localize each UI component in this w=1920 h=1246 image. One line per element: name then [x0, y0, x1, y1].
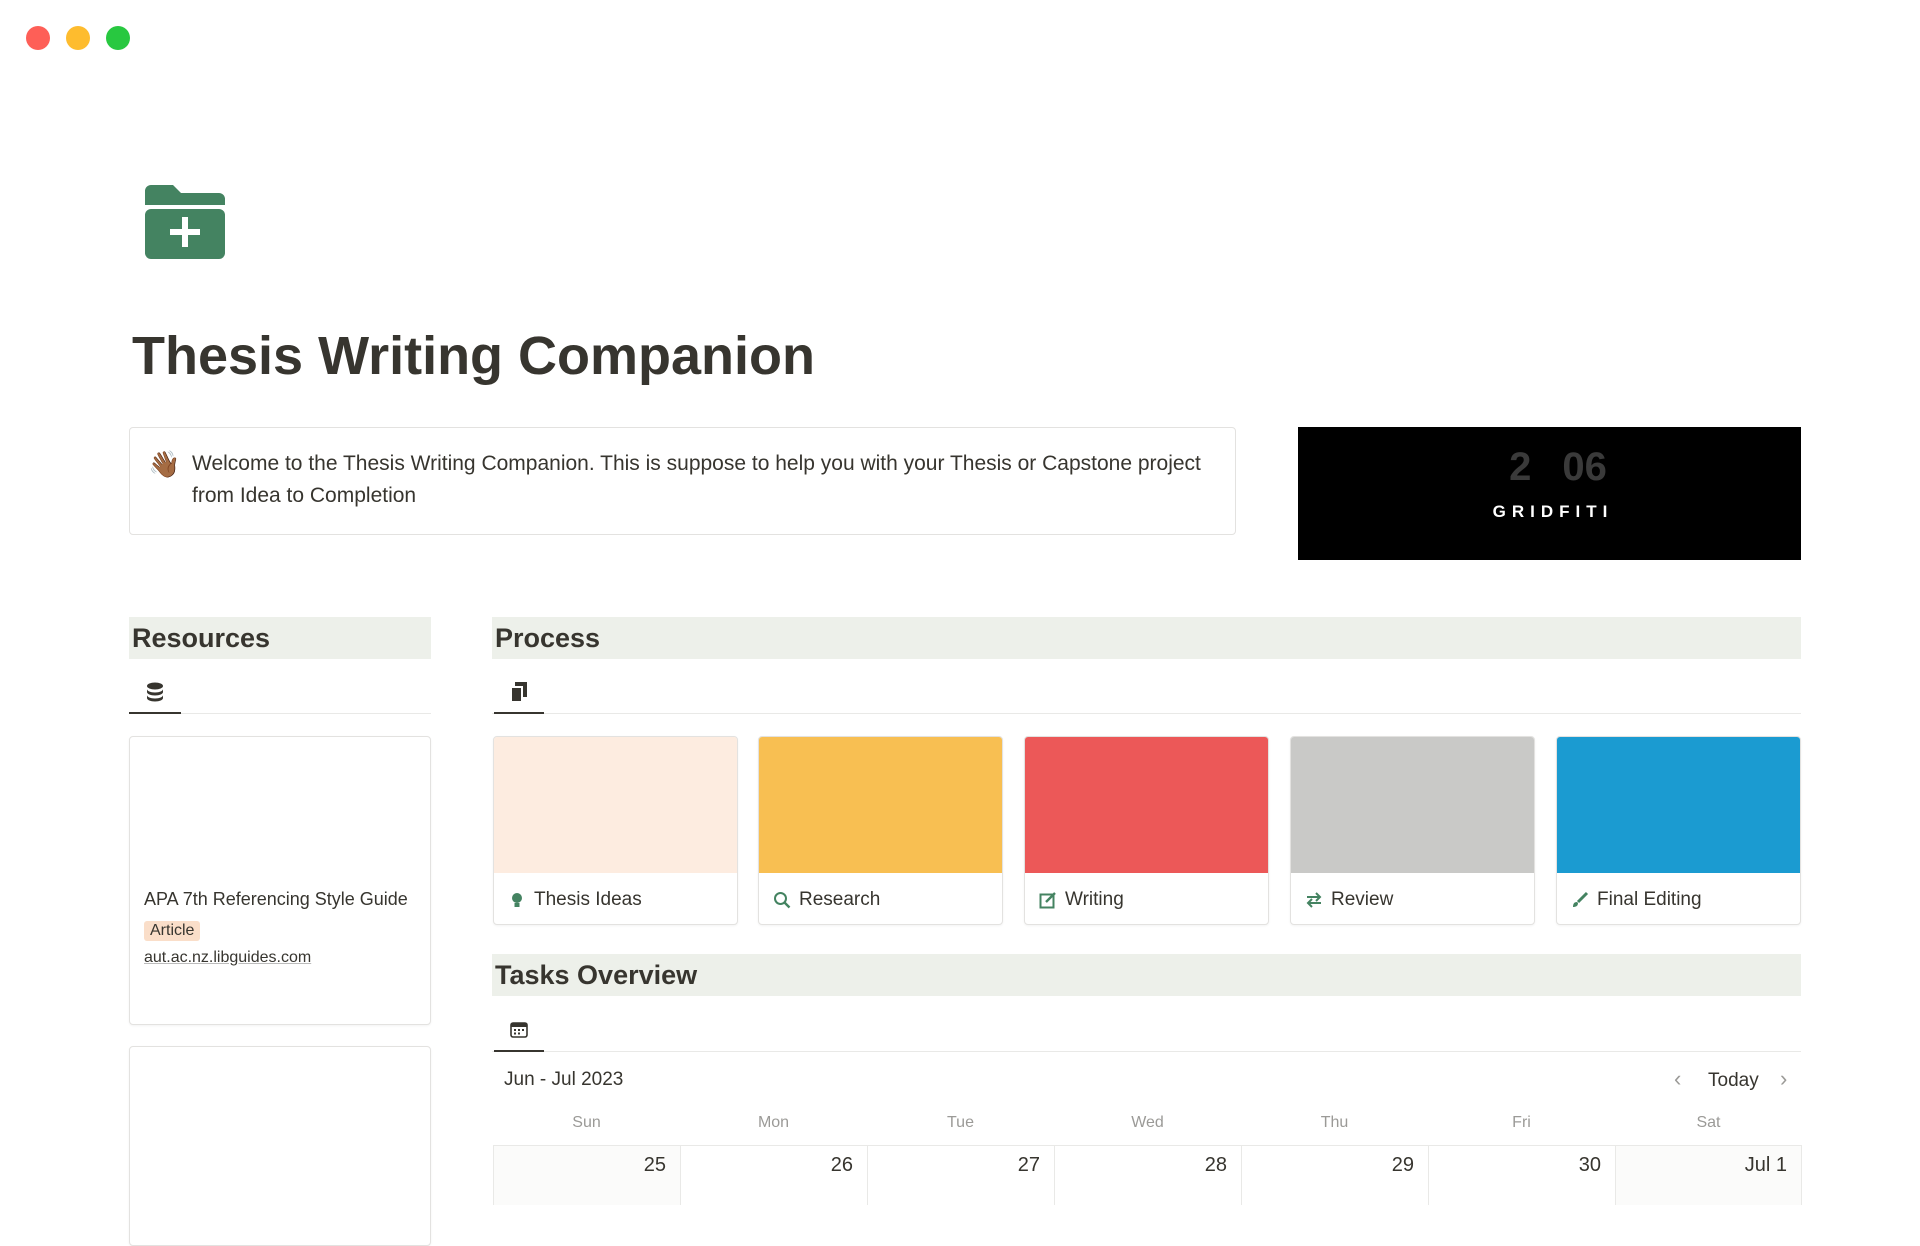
day-name: Mon — [757, 1114, 790, 1131]
calendar-view-tab[interactable] — [494, 1010, 544, 1052]
banner-logo-text: GRIDFITI — [1492, 502, 1614, 521]
resource-card[interactable] — [129, 1046, 431, 1246]
card-cover — [1025, 737, 1268, 873]
minimize-button[interactable] — [66, 26, 90, 50]
today-button[interactable]: Today — [1708, 1070, 1759, 1091]
waving-hand-icon: 👋🏾 — [148, 449, 181, 479]
next-month-button[interactable]: › — [1780, 1066, 1788, 1091]
process-card-review[interactable]: Review — [1290, 736, 1535, 925]
close-button[interactable] — [26, 26, 50, 50]
day-name: Tue — [947, 1114, 974, 1131]
card-label: Thesis Ideas — [534, 888, 642, 910]
database-view-tab[interactable] — [129, 672, 181, 714]
day-name: Sat — [1696, 1114, 1721, 1131]
day-name: Fri — [1512, 1114, 1531, 1131]
process-view-tabs — [492, 672, 1801, 714]
gallery-icon — [511, 682, 527, 702]
tasks-heading: Tasks Overview — [492, 954, 1801, 996]
calendar-day-cell[interactable]: 27 — [867, 1145, 1054, 1205]
prev-month-button[interactable]: ‹ — [1674, 1066, 1682, 1091]
lightbulb-icon — [512, 892, 522, 907]
page-title: Thesis Writing Companion — [132, 326, 816, 386]
card-cover — [1291, 737, 1534, 873]
calendar-icon — [510, 1022, 528, 1038]
gridfiti-banner-image: 2 06 GRIDFITI — [1298, 427, 1801, 560]
calendar-month-label: Jun - Jul 2023 — [504, 1069, 624, 1090]
resource-title: APA 7th Referencing Style Guide — [144, 889, 408, 909]
process-card-writing[interactable]: Writing — [1024, 736, 1269, 925]
process-card-thesis-ideas[interactable]: Thesis Ideas — [493, 736, 738, 925]
process-card-research[interactable]: Research — [758, 736, 1003, 925]
resource-card[interactable]: APA 7th Referencing Style Guide Article … — [129, 736, 431, 1025]
resource-tag: Article — [144, 921, 201, 941]
card-label: Writing — [1065, 888, 1124, 910]
calendar-day-cell[interactable]: 26 — [680, 1145, 867, 1205]
folder-plus-icon — [145, 185, 225, 259]
card-cover — [1557, 737, 1800, 873]
gallery-view-tab[interactable] — [494, 672, 544, 714]
resource-url[interactable]: aut.ac.nz.libguides.com — [144, 949, 312, 966]
card-label: Final Editing — [1597, 888, 1702, 910]
calendar-day-cell[interactable]: 30 — [1428, 1145, 1615, 1205]
search-icon — [774, 891, 791, 908]
welcome-callout: 👋🏾 Welcome to the Thesis Writing Compani… — [129, 427, 1236, 535]
banner-numbers: 2 06 — [1509, 445, 1607, 489]
calendar-day-cell[interactable]: 29 — [1241, 1145, 1428, 1205]
day-name: Sun — [572, 1114, 601, 1131]
card-cover — [494, 737, 737, 873]
resources-view-tabs — [129, 672, 431, 714]
day-name: Thu — [1320, 1114, 1349, 1131]
day-name: Wed — [1131, 1114, 1164, 1131]
resources-heading: Resources — [129, 617, 431, 659]
calendar-day-cell[interactable]: 28 — [1054, 1145, 1241, 1205]
calendar-day-cell[interactable]: Jul 1 — [1615, 1145, 1802, 1205]
process-heading: Process — [492, 617, 1801, 659]
brush-icon — [1573, 891, 1589, 907]
callout-text: Welcome to the Thesis Writing Companion.… — [192, 452, 1201, 507]
card-label: Review — [1331, 888, 1394, 910]
card-cover — [759, 737, 1002, 873]
maximize-button[interactable] — [106, 26, 130, 50]
database-icon — [147, 682, 163, 702]
edit-icon — [1039, 891, 1056, 908]
process-card-final-editing[interactable]: Final Editing — [1556, 736, 1801, 925]
card-label: Research — [799, 888, 881, 910]
tasks-view-tabs — [492, 1010, 1801, 1052]
arrows-swap-icon — [1306, 891, 1322, 908]
calendar-day-cell[interactable]: 25 — [493, 1145, 680, 1205]
